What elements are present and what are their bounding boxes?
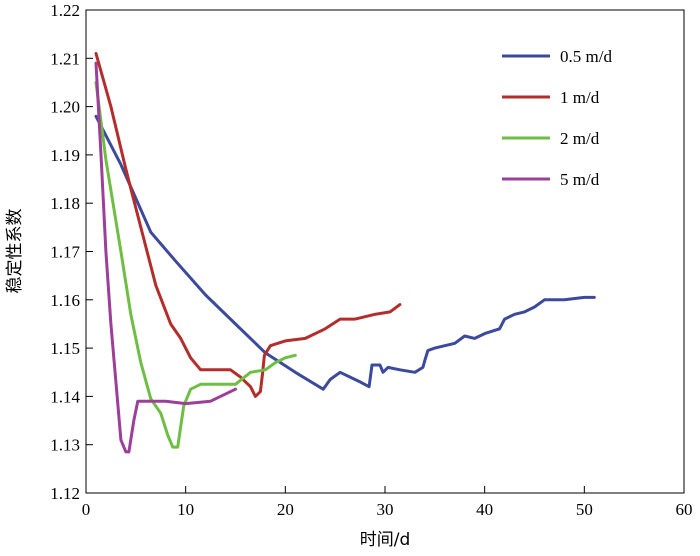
x-tick-label: 10 <box>177 500 194 519</box>
x-tick-label: 20 <box>277 500 294 519</box>
x-axis-title: 时间/d <box>360 530 411 550</box>
legend-label-4: 5 m/d <box>560 170 600 189</box>
plot-frame <box>85 9 685 494</box>
y-tick-label: 1.13 <box>50 436 80 455</box>
legend-label-2: 1 m/d <box>560 88 600 107</box>
y-tick-label: 1.19 <box>50 146 80 165</box>
x-tick-label: 40 <box>476 500 493 519</box>
series-lines <box>94 52 596 454</box>
y-tick-label: 1.22 <box>50 1 80 20</box>
legend-label-1: 0.5 m/d <box>560 47 612 66</box>
series-line-3 <box>94 80 297 449</box>
y-tick-label: 1.16 <box>50 291 80 310</box>
y-tick-label: 1.21 <box>50 49 80 68</box>
y-tick-label: 1.12 <box>50 484 80 503</box>
x-axis: 0 10 20 30 40 50 60 <box>82 486 693 519</box>
legend-label-3: 2 m/d <box>560 129 600 148</box>
x-tick-label: 50 <box>576 500 593 519</box>
x-tick-label: 60 <box>676 500 693 519</box>
legend: 0.5 m/d 1 m/d 2 m/d 5 m/d <box>502 47 612 189</box>
series-line-1 <box>94 114 596 391</box>
y-axis: 1.12 1.13 1.14 1.15 1.16 1.17 1.18 1.19 1.20 1.21… <box>50 1 93 503</box>
x-tick-label: 0 <box>82 500 91 519</box>
y-tick-label: 1.15 <box>50 339 80 358</box>
series-line-2 <box>94 52 402 398</box>
y-tick-label: 1.17 <box>50 243 80 262</box>
x-tick-label: 30 <box>377 500 394 519</box>
series-line-4 <box>94 61 237 454</box>
y-tick-label: 1.14 <box>50 387 80 406</box>
y-tick-label: 1.20 <box>50 98 80 117</box>
y-axis-title: 稳定性系数 <box>5 209 25 294</box>
y-tick-label: 1.18 <box>50 194 80 213</box>
